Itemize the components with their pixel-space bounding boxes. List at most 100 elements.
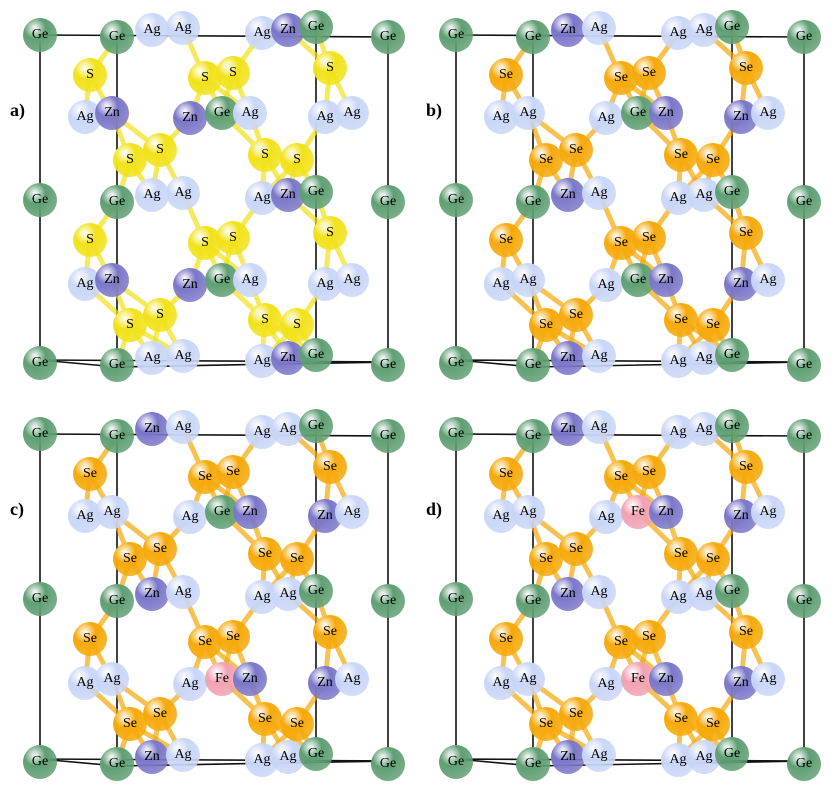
atom-label: Zn: [104, 272, 120, 287]
atom-label: Ge: [448, 27, 464, 42]
atom-label: Ag: [174, 185, 191, 200]
atom-label: S: [229, 65, 237, 80]
atom-label: Zn: [182, 110, 198, 125]
atom-label: Se: [539, 152, 553, 167]
atom-label: Se: [83, 631, 97, 646]
atom-label: Ag: [695, 586, 712, 601]
atom-label: Ge: [796, 194, 812, 209]
atom-label: Ag: [759, 105, 776, 120]
atom-label: Se: [83, 466, 97, 481]
atom-label: Ag: [316, 276, 333, 291]
atom-label: Ge: [380, 428, 396, 443]
atom-label: S: [326, 225, 334, 240]
atom-label: Ge: [308, 583, 324, 598]
panel: Ge Ge Zn Ag Ag Ag Ge Ge Se Se Se Se Ag Ag Ag Ge Zn Zn Ag Se…: [10, 409, 405, 781]
atom-label: Se: [674, 711, 688, 726]
atom-label: Ge: [796, 593, 812, 608]
atom-label: Se: [642, 230, 656, 245]
atom-label: Se: [674, 147, 688, 162]
atom-label: Se: [290, 716, 304, 731]
atom-label: Se: [614, 469, 628, 484]
atom-label: Zn: [560, 350, 576, 365]
panel: GeGeZnAgAgAgGeGeSeSeSeSeAgAgAgFeZnZnAgSe…: [426, 409, 821, 781]
atom-label: Zn: [658, 105, 674, 120]
atom-label: Zn: [317, 508, 333, 523]
atom-label: Ag: [590, 20, 607, 35]
atom-label: Zn: [658, 671, 674, 686]
atom-label: Ge: [448, 591, 464, 606]
atom-label: Se: [123, 716, 137, 731]
atom-label: Zn: [280, 22, 296, 37]
atom-label: Ge: [214, 272, 230, 287]
atom-label: S: [201, 70, 209, 85]
atom-label: Ag: [597, 110, 614, 125]
atom-label: Ag: [174, 747, 191, 762]
atom-label: Ge: [380, 194, 396, 209]
atom-label: Ag: [279, 749, 296, 764]
atom-label: Zn: [658, 272, 674, 287]
atom-label: Ge: [380, 357, 396, 372]
atom-label: Zn: [733, 276, 749, 291]
atom-label: Se: [739, 459, 753, 474]
atom-label: Se: [674, 312, 688, 327]
atom-label: Se: [674, 546, 688, 561]
atom-label: Ag: [695, 187, 712, 202]
atom-label: Ge: [525, 194, 541, 209]
atom-label: Se: [226, 464, 240, 479]
atom-label: Ag: [695, 749, 712, 764]
atom-label: Ag: [669, 424, 686, 439]
atom-label: Se: [569, 706, 583, 721]
atom-label: Se: [123, 551, 137, 566]
atom-label: Ge: [380, 593, 396, 608]
atom-label: Ag: [343, 671, 360, 686]
atom-label: Ag: [253, 589, 270, 604]
atom-label: Ag: [597, 277, 614, 292]
atom-label: Ge: [32, 426, 48, 441]
atom-label: S: [126, 317, 134, 332]
atom-label: S: [326, 60, 334, 75]
atom-label: Ag: [143, 22, 160, 37]
atom-label: Zn: [144, 586, 160, 601]
atom-label: Se: [198, 469, 212, 484]
atom-label: Ge: [724, 184, 740, 199]
atom-label: Ag: [519, 504, 536, 519]
atom-label: Ag: [343, 105, 360, 120]
atom-label: Ge: [796, 428, 812, 443]
atom-label: Ge: [724, 418, 740, 433]
atom-label: Se: [642, 464, 656, 479]
atom-label: Zn: [242, 671, 258, 686]
atom-label: Se: [499, 631, 513, 646]
atom-label: Ag: [253, 353, 270, 368]
atom-label: Ag: [695, 22, 712, 37]
atom-label: S: [201, 235, 209, 250]
atom-label: Se: [642, 629, 656, 644]
atom-label: Ge: [796, 29, 812, 44]
atom-label: S: [156, 142, 164, 157]
atom-label: Zn: [560, 421, 576, 436]
atom-label: Ge: [525, 593, 541, 608]
atom-label: Ag: [174, 20, 191, 35]
atom-label: Se: [706, 152, 720, 167]
atom-label: Ge: [724, 19, 740, 34]
atom-label: Zn: [658, 504, 674, 519]
atom-label: Ge: [380, 29, 396, 44]
atom-label: Ag: [76, 508, 93, 523]
atom-label: Ge: [214, 105, 230, 120]
atom-label: Ag: [590, 348, 607, 363]
figure: Ge Ge Ag Ag Ag Zn Ge Ge S S S S Ag Zn Zn Ge Ag Ag Ag S S S S Ge…: [0, 0, 832, 799]
atom-label: Ag: [590, 747, 607, 762]
atom-label: Ge: [109, 357, 125, 372]
atom-label: Zn: [560, 22, 576, 37]
atom-label: Se: [569, 307, 583, 322]
atom-label: S: [293, 152, 301, 167]
atom-label: S: [293, 317, 301, 332]
atom-label: S: [126, 152, 134, 167]
atom-label: Ge: [525, 357, 541, 372]
atom-label: Ag: [253, 752, 270, 767]
atom-label: Fe: [631, 504, 645, 519]
atom-label: Ag: [143, 350, 160, 365]
atom-label: Se: [499, 232, 513, 247]
panel: Ge Ge Ag Ag Ag Zn Ge Ge S S S S Ag Zn Zn Ge Ag Ag Ag S S S S Ge…: [10, 10, 405, 382]
atom-label: Ag: [181, 676, 198, 691]
atom-label: Ge: [214, 504, 230, 519]
